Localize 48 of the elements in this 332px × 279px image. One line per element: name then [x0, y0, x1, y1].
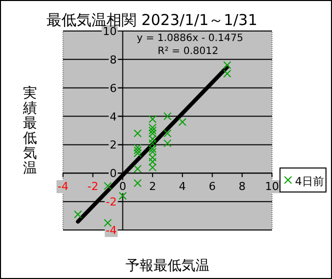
point	[134, 144, 142, 152]
point	[223, 70, 232, 78]
x-tick-label: 6	[208, 180, 216, 194]
annotation: y = 1.0886x - 0.1475	[136, 33, 244, 44]
point	[148, 163, 157, 172]
point	[178, 118, 186, 126]
y-tick-label: 10	[102, 25, 117, 38]
point	[148, 135, 157, 144]
point	[148, 115, 157, 124]
y-tick-label: 2	[110, 138, 117, 152]
x-tick-label: -4	[58, 180, 68, 194]
point	[164, 139, 172, 148]
x-tick-label: 4	[178, 180, 186, 194]
y-axis-title: 実績最低気温	[22, 86, 37, 176]
x-tick-label: 10	[265, 180, 279, 194]
point	[164, 129, 172, 138]
point	[223, 61, 232, 70]
x-tick-label: 8	[238, 180, 246, 194]
point	[148, 129, 157, 138]
point	[134, 146, 142, 154]
point	[148, 126, 157, 134]
point	[148, 154, 157, 162]
y-tick-label: 4	[110, 110, 117, 124]
x-tick-label: 0	[119, 180, 126, 194]
point	[118, 192, 127, 200]
y-tick-label: -2	[106, 196, 117, 209]
point	[148, 139, 157, 148]
point	[134, 129, 142, 138]
x-tick-label: 2	[149, 180, 156, 194]
point	[104, 218, 112, 227]
point	[148, 144, 157, 153]
y-tick-label: 8	[110, 53, 117, 66]
point	[134, 149, 142, 158]
point	[104, 182, 112, 190]
point	[74, 210, 82, 218]
x-tick-label: -2	[87, 180, 98, 194]
point	[148, 148, 157, 156]
point	[134, 164, 142, 173]
point	[148, 124, 157, 132]
point	[164, 112, 172, 120]
annotation: R² = 0.8012	[158, 46, 218, 57]
y-tick-label: 6	[110, 82, 117, 95]
y-tick-label: -4	[106, 224, 117, 237]
y-tick-label: 0	[110, 167, 117, 180]
x-axis-title: 予報最低気温	[126, 258, 210, 274]
point	[148, 158, 157, 166]
legend-label: 4日前	[295, 175, 324, 188]
point	[134, 179, 142, 188]
